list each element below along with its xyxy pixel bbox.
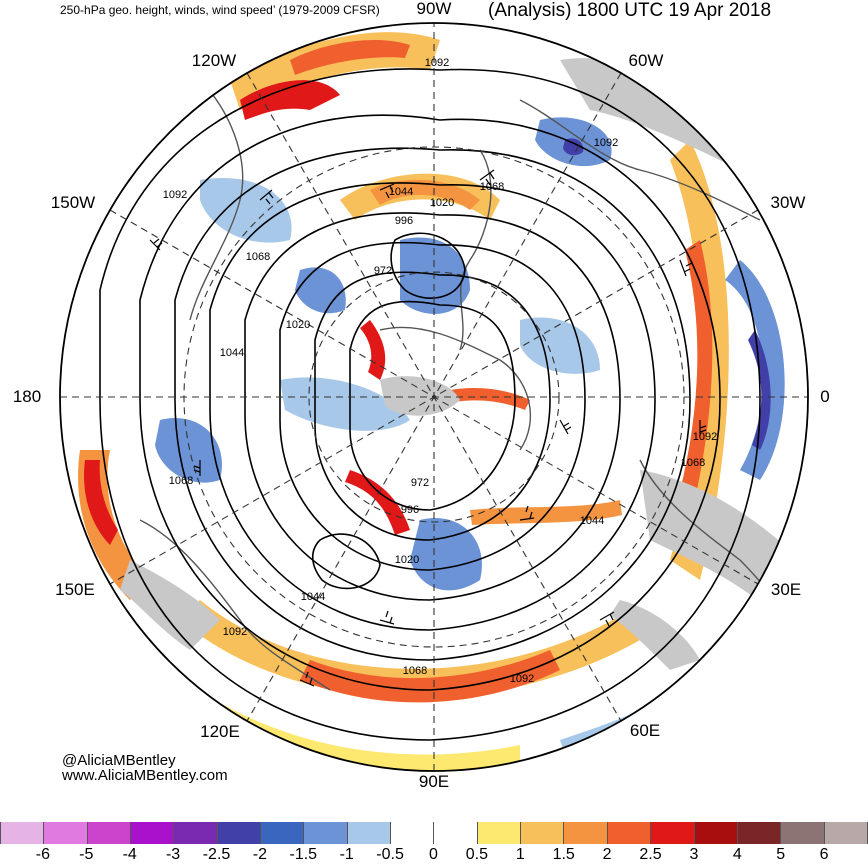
colorbar-swatch bbox=[174, 822, 218, 844]
map-title-right: (Analysis) 1800 UTC 19 Apr 2018 bbox=[488, 0, 772, 21]
colorbar bbox=[0, 822, 868, 844]
colorbar-tick-label: -6 bbox=[35, 846, 51, 863]
contour-label: 996 bbox=[401, 504, 419, 516]
colorbar-tick-label: 3 bbox=[689, 846, 699, 863]
height-contours bbox=[99, 68, 761, 741]
lon-label-120e: 120E bbox=[200, 722, 240, 741]
positive-anomaly-shading bbox=[78, 32, 729, 771]
contour-label: 1068 bbox=[480, 181, 504, 193]
lon-label-60w: 60W bbox=[628, 51, 664, 70]
negative-anomaly-shading bbox=[155, 117, 785, 770]
lon-label-150e: 150E bbox=[55, 580, 95, 599]
contour-labels: 1092 1092 1092 1068 1044 1020 996 972 1068 1020 10… bbox=[163, 57, 717, 685]
contour-label: 972 bbox=[374, 265, 392, 277]
credit-website: www.AliciaMBentley.com bbox=[62, 767, 228, 784]
contour-label: 1068 bbox=[169, 475, 193, 487]
contour-label: 1092 bbox=[163, 189, 187, 201]
colorbar-tick-label: -4 bbox=[122, 846, 137, 863]
colorbar-tick-label: -2 bbox=[252, 846, 268, 863]
colorbar-swatch bbox=[261, 822, 305, 844]
colorbar-swatch bbox=[217, 822, 262, 844]
colorbar-swatch bbox=[737, 822, 782, 844]
lon-label-180: 180 bbox=[12, 387, 42, 406]
colorbar-swatch bbox=[607, 822, 652, 844]
contour-label: 1020 bbox=[395, 554, 419, 566]
colorbar-swatch bbox=[87, 822, 132, 844]
colorbar-swatch bbox=[0, 822, 45, 844]
colorbar-swatch bbox=[564, 822, 608, 844]
contour-label: 1044 bbox=[301, 591, 325, 603]
contour-label: 1092 bbox=[594, 137, 618, 149]
contour-label: 972 bbox=[411, 477, 429, 489]
contour-label: 1068 bbox=[403, 665, 427, 677]
colorbar-swatch bbox=[781, 822, 825, 844]
polar-map: 1092 1092 1092 1068 1044 1020 996 972 1068 1020 10… bbox=[59, 22, 809, 772]
credit-handle: @AliciaMBentley bbox=[62, 752, 176, 769]
colorbar-swatch bbox=[131, 822, 175, 844]
colorbar-tick-label: 2 bbox=[602, 846, 612, 863]
colorbar-swatch bbox=[434, 822, 478, 844]
colorbar-swatch bbox=[44, 822, 88, 844]
colorbar-tick-label: 0.5 bbox=[465, 846, 489, 863]
map-disk bbox=[60, 23, 808, 771]
lon-label-150w: 150W bbox=[50, 193, 96, 212]
map-border bbox=[59, 22, 809, 772]
contour-label: 1092 bbox=[510, 673, 534, 685]
colorbar-ticks: -6 -5 -4 -3 -2.5 -2 -1.5 -1 -0.5 0 0.5 1 1.5 2 2.5 3 4 5 6 bbox=[0, 846, 868, 864]
colorbar-tick-label: 5 bbox=[776, 846, 786, 863]
contour-label: 1092 bbox=[425, 57, 449, 69]
contour-label: 1044 bbox=[389, 186, 413, 198]
colorbar-swatch bbox=[304, 822, 348, 844]
contour-label: 1044 bbox=[580, 515, 604, 527]
colorbar-swatch bbox=[824, 822, 868, 844]
lon-label-0: 0 bbox=[820, 387, 830, 406]
colorbar-swatch bbox=[651, 822, 695, 844]
graticule bbox=[60, 23, 808, 771]
lon-label-30w: 30W bbox=[770, 193, 806, 212]
lon-label-120w: 120W bbox=[191, 51, 237, 70]
colorbar-tick-label: -1 bbox=[339, 846, 354, 863]
colorbar-tick-label: -3 bbox=[165, 846, 181, 863]
lon-label-30e: 30E bbox=[770, 580, 802, 599]
contour-label: 1068 bbox=[681, 457, 705, 469]
lon-label-90e: 90E bbox=[418, 772, 450, 791]
contour-label: 1020 bbox=[286, 319, 310, 331]
colorbar-swatch bbox=[347, 822, 392, 844]
lon-label-60e: 60E bbox=[629, 721, 661, 740]
contour-label: 1092 bbox=[693, 431, 717, 443]
colorbar-swatch bbox=[521, 822, 565, 844]
colorbar-tick-label: 4 bbox=[732, 846, 742, 863]
colorbar-tick-label: 6 bbox=[819, 846, 829, 863]
colorbar-tick-label: 2.5 bbox=[639, 846, 662, 863]
wind-barbs bbox=[149, 169, 707, 687]
colorbar-tick-label: -2.5 bbox=[202, 846, 231, 863]
colorbar-tick-label: -1.5 bbox=[289, 846, 318, 863]
contour-label: 1092 bbox=[223, 626, 247, 638]
contour-label: 1020 bbox=[430, 197, 454, 209]
contour-label: 996 bbox=[395, 215, 413, 227]
colorbar-swatch bbox=[694, 822, 738, 844]
colorbar-swatch bbox=[477, 822, 522, 844]
colorbar-swatch bbox=[391, 822, 435, 844]
colorbar-tick-label: -0.5 bbox=[376, 846, 404, 863]
lon-label-90w: 90W bbox=[416, 0, 452, 18]
colorbar-tick-label: 0 bbox=[429, 846, 438, 863]
contour-label: 1044 bbox=[220, 347, 244, 359]
colorbar-tick-label: 1 bbox=[515, 846, 525, 863]
colorbar-tick-label: 1.5 bbox=[552, 846, 575, 863]
colorbar-tick-label: -5 bbox=[79, 846, 94, 863]
map-title-left: 250-hPa geo. height, winds, wind speed’ … bbox=[60, 3, 380, 17]
contour-label: 1068 bbox=[246, 251, 270, 263]
